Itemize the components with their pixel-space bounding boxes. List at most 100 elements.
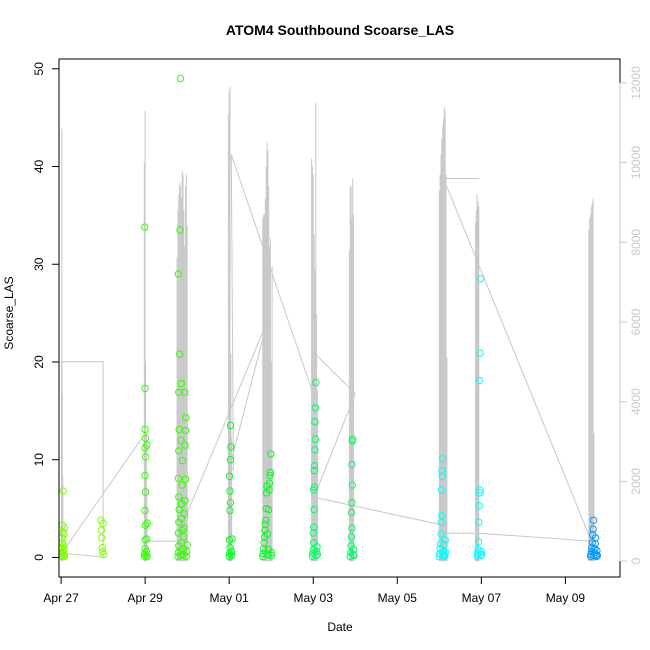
- data-point: [264, 550, 272, 559]
- data-point: [182, 552, 191, 561]
- data-point: [60, 552, 69, 561]
- data-point: [141, 384, 149, 393]
- data-point: [174, 270, 183, 278]
- y2-axis: 0 2000 4000 6000 8000 10000 12000: [619, 66, 643, 564]
- data-point: [473, 552, 481, 561]
- data-point: [348, 481, 356, 489]
- data-point: [267, 450, 275, 458]
- data-point: [177, 379, 186, 388]
- data-point: [178, 457, 187, 465]
- data-point: [347, 542, 355, 550]
- data-point: [435, 552, 443, 561]
- data-point: [347, 508, 356, 517]
- data-point: [437, 530, 445, 538]
- data-point: [181, 497, 189, 505]
- data-point: [226, 456, 235, 464]
- y2-tick-label: 6000: [629, 308, 643, 335]
- data-point: [227, 551, 236, 560]
- data-point: [266, 471, 274, 480]
- data-point: [349, 550, 357, 559]
- data-point: [312, 378, 320, 387]
- trace-line: [61, 154, 593, 562]
- data-point: [175, 388, 183, 396]
- data-point: [259, 552, 267, 561]
- data-point: [175, 447, 183, 455]
- data-point: [180, 524, 188, 532]
- data-point: [478, 550, 486, 559]
- data-point: [226, 506, 234, 515]
- data-point: [141, 506, 149, 515]
- x-tick-label: May 09: [546, 591, 586, 605]
- y-axis-label: Scoarse_LAS: [2, 276, 16, 349]
- y-tick-label: 20: [32, 355, 46, 369]
- data-point: [476, 275, 485, 283]
- data-point: [141, 552, 149, 561]
- y-axis: 0 10 20 30 40 50: [32, 62, 59, 561]
- data-point: [141, 425, 149, 434]
- data-point: [310, 483, 319, 491]
- data-point: [265, 479, 274, 487]
- data-point: [183, 541, 191, 549]
- x-axis-label: Date: [327, 620, 353, 634]
- data-point: [265, 505, 273, 514]
- data-point: [437, 518, 446, 526]
- data-point: [99, 547, 107, 556]
- data-point: [143, 552, 151, 561]
- data-point: [475, 376, 484, 385]
- y2-tick-label: 8000: [629, 229, 643, 256]
- data-point: [226, 499, 235, 507]
- data-point: [439, 455, 447, 463]
- y-tick-label: 30: [32, 257, 46, 271]
- data-point: [476, 486, 484, 494]
- data-point: [311, 404, 319, 412]
- data-point: [143, 535, 151, 543]
- data-point: [309, 529, 317, 537]
- data-point: [59, 542, 68, 550]
- data-point: [176, 74, 185, 83]
- data-point: [589, 516, 598, 524]
- y2-tick-label: 4000: [629, 388, 643, 415]
- data-point: [141, 471, 149, 480]
- data-point: [181, 426, 190, 435]
- data-point: [59, 548, 67, 557]
- x-tick-label: Apr 29: [127, 591, 163, 605]
- data-point: [437, 486, 446, 494]
- data-point: [60, 524, 69, 532]
- y-tick-label: 50: [32, 62, 46, 76]
- data-point: [593, 546, 601, 555]
- data-point: [348, 524, 356, 532]
- x-axis: Apr 27 Apr 29 May 01 May 03 May 05 May 07 May …: [43, 576, 586, 605]
- data-point: [259, 549, 267, 558]
- data-point: [174, 552, 182, 561]
- data-point: [438, 472, 446, 480]
- data-point: [312, 547, 321, 556]
- data-point: [266, 468, 275, 477]
- data-point: [475, 518, 483, 526]
- data-point: [438, 466, 446, 475]
- data-point: [263, 530, 272, 538]
- y2-tick-label: 2000: [629, 468, 643, 495]
- data-point: [98, 534, 106, 542]
- data-point: [311, 446, 319, 454]
- data-point: [141, 521, 150, 529]
- data-point: [227, 443, 235, 451]
- data-point: [474, 538, 483, 546]
- data-point: [440, 541, 448, 549]
- data-point: [350, 551, 358, 560]
- data-point: [310, 486, 318, 494]
- data-point: [438, 511, 446, 520]
- data-point: [348, 499, 356, 507]
- data-point: [141, 453, 150, 461]
- data-point: [477, 547, 485, 556]
- data-point: [175, 518, 183, 526]
- data-point: [225, 472, 234, 480]
- data-point: [225, 549, 234, 558]
- data-point: [589, 525, 597, 533]
- data-point: [313, 543, 321, 551]
- data-point: [180, 509, 189, 518]
- data-point: [99, 519, 107, 527]
- points-layer: [58, 74, 601, 561]
- data-point: [181, 441, 189, 449]
- data-point: [228, 535, 236, 543]
- data-point: [60, 545, 68, 554]
